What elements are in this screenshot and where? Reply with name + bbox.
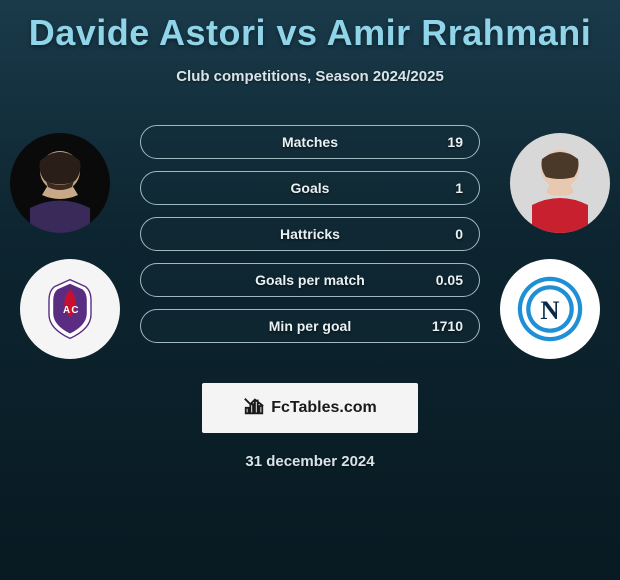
stat-value-right: 0	[423, 226, 463, 242]
stat-value-right: 0.05	[423, 272, 463, 288]
stat-label: Hattricks	[197, 226, 423, 242]
stat-label: Goals	[197, 180, 423, 196]
stat-row: Goals 1	[140, 171, 480, 205]
svg-text:A: A	[63, 305, 70, 316]
brand-badge[interactable]: FcTables.com	[202, 383, 418, 433]
svg-text:N: N	[540, 295, 559, 325]
brand-text: FcTables.com	[271, 399, 377, 417]
player-right-photo	[510, 133, 610, 233]
page-title: Davide Astori vs Amir Rrahmani	[0, 0, 620, 54]
stat-value-right: 19	[423, 134, 463, 150]
player-left-photo	[10, 133, 110, 233]
svg-text:C: C	[71, 305, 78, 316]
stats-list: Matches 19 Goals 1 Hattricks 0 Goals per…	[140, 125, 480, 355]
stat-label: Goals per match	[197, 272, 423, 288]
chart-icon	[243, 395, 265, 422]
stat-row: Hattricks 0	[140, 217, 480, 251]
subtitle: Club competitions, Season 2024/2025	[0, 68, 620, 85]
stat-row: Min per goal 1710	[140, 309, 480, 343]
stat-value-right: 1710	[423, 318, 463, 334]
stat-row: Goals per match 0.05	[140, 263, 480, 297]
date-text: 31 december 2024	[0, 453, 620, 470]
comparison-panel: A C N Matches 19 Goals 1 Hattricks 0	[0, 113, 620, 373]
club-left-logo: A C	[20, 259, 120, 359]
stat-value-right: 1	[423, 180, 463, 196]
stat-label: Matches	[197, 134, 423, 150]
club-right-logo: N	[500, 259, 600, 359]
stat-label: Min per goal	[197, 318, 423, 334]
stat-row: Matches 19	[140, 125, 480, 159]
